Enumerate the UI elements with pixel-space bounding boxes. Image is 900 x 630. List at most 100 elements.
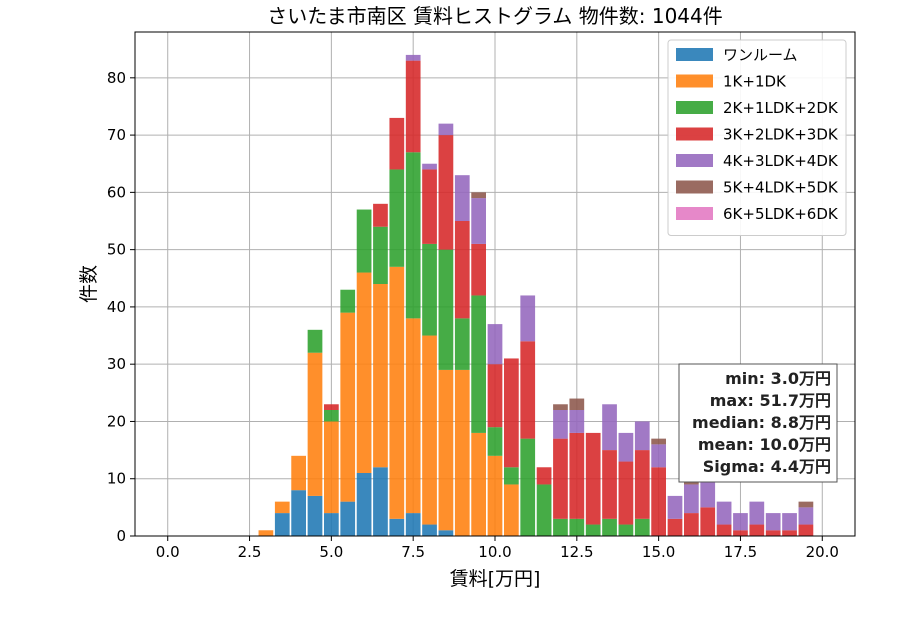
histogram-bar [471, 198, 486, 244]
histogram-bar [569, 410, 585, 433]
histogram-bar [700, 507, 716, 536]
histogram-bar [487, 455, 503, 536]
histogram-bar [373, 284, 388, 468]
histogram-bar [553, 404, 568, 410]
x-tick-label: 12.5 [560, 543, 593, 561]
histogram-bar [733, 530, 748, 536]
stats-line: Sigma: 4.4万円 [703, 457, 831, 476]
histogram-bar [373, 226, 388, 284]
histogram-bar [405, 152, 421, 319]
histogram-bar [438, 123, 454, 136]
axis-ticks: 0.0 2.5 5.0 7.5 10.0 12.5 15.0 17.5 20.0 0 10 20 30 4… [107, 69, 839, 561]
histogram-bar [356, 473, 372, 536]
histogram-bar [454, 318, 470, 370]
histogram-bar [798, 501, 814, 508]
histogram-bar [422, 524, 437, 536]
legend-swatch [676, 74, 713, 88]
histogram-bar [504, 358, 519, 468]
histogram-bar [634, 450, 650, 519]
histogram-bar [536, 484, 552, 536]
histogram-bar [765, 513, 781, 531]
histogram-bar [471, 295, 486, 433]
legend-swatch [676, 154, 713, 167]
histogram-bar [258, 530, 274, 536]
x-axis-title: 賃料[万円] [450, 568, 541, 590]
y-axis-title: 件数 [78, 265, 100, 303]
histogram-bar [602, 450, 617, 519]
histogram-bar [405, 54, 421, 61]
histogram-bar [389, 117, 405, 170]
histogram-bar [340, 501, 356, 536]
histogram-bar [438, 135, 454, 250]
histogram-bar [422, 335, 437, 525]
stats-line: min: 3.0万円 [725, 369, 831, 388]
histogram-bar [389, 518, 405, 536]
histogram-bar [340, 289, 356, 313]
histogram-bar [798, 524, 814, 536]
histogram-bar [618, 432, 634, 462]
histogram-bar [438, 249, 454, 370]
histogram-bar [667, 518, 683, 536]
histogram-bar [585, 432, 601, 525]
legend-label: 4K+3LDK+4DK [723, 152, 839, 170]
histogram-bar [307, 352, 323, 496]
histogram-bar [520, 295, 536, 342]
x-tick-label: 2.5 [238, 543, 262, 561]
y-tick-label: 20 [107, 412, 126, 430]
histogram-bar [471, 192, 486, 199]
histogram-bar [634, 518, 650, 536]
histogram-bar [651, 467, 666, 536]
stats-box-frame [678, 363, 838, 483]
histogram-bar [504, 467, 519, 485]
y-tick-label: 60 [107, 183, 126, 201]
histogram-bar [471, 432, 486, 536]
histogram-bar [569, 518, 585, 536]
x-tick-label: 15.0 [642, 543, 675, 561]
histogram-bar [438, 530, 454, 536]
histogram-bar [569, 432, 585, 519]
histogram-bar [684, 484, 699, 514]
histogram-bar [324, 404, 339, 410]
histogram-bar [422, 243, 437, 336]
histogram-bar [373, 203, 388, 227]
histogram-bar [438, 369, 454, 531]
histogram-bar [307, 329, 323, 353]
stats-box: min: 3.0万円 max: 51.7万円 median: 8.8万円 mean: … [678, 363, 838, 483]
legend: ワンルーム 1K+1DK 2K+1LDK+2DK 3K+2LDK+3DK 4K+3LDK… [667, 39, 847, 236]
histogram-bar [487, 364, 503, 428]
y-tick-label: 80 [107, 69, 126, 87]
x-tick-label: 10.0 [478, 543, 511, 561]
y-tick-label: 50 [107, 241, 126, 259]
histogram-bar [454, 369, 470, 536]
histogram-bar [487, 324, 503, 365]
histogram-bar [356, 209, 372, 273]
legend-label: 3K+2LDK+3DK [723, 126, 839, 144]
histogram-bar [487, 427, 503, 456]
histogram-bar [618, 461, 634, 525]
histogram-bar [618, 524, 634, 536]
histogram-bar [274, 513, 290, 536]
legend-swatch [676, 180, 713, 194]
histogram-bar [749, 501, 765, 525]
histogram-bar [274, 501, 290, 514]
histogram-bar [405, 60, 421, 153]
histogram-bar [324, 410, 339, 422]
bars [258, 54, 814, 536]
stats-line: max: 51.7万円 [710, 391, 831, 410]
histogram-bar [782, 513, 797, 531]
chart-title: さいたま市南区 賃料ヒストグラム 物件数: 1044件 [267, 4, 723, 28]
histogram-bar [307, 495, 323, 536]
histogram-bar [422, 163, 437, 170]
histogram-bar [651, 444, 666, 468]
legend-label: 6K+5LDK+6DK [723, 205, 839, 223]
histogram-bar [454, 175, 470, 221]
legend-label: 2K+1LDK+2DK [723, 99, 839, 117]
histogram-bar [553, 518, 568, 536]
histogram-bar [389, 169, 405, 267]
histogram-bar [585, 524, 601, 536]
histogram-bar [553, 410, 568, 439]
histogram-bar [373, 467, 388, 536]
histogram-bar [634, 421, 650, 451]
legend-swatch [676, 207, 713, 220]
histogram-bar [700, 478, 716, 508]
